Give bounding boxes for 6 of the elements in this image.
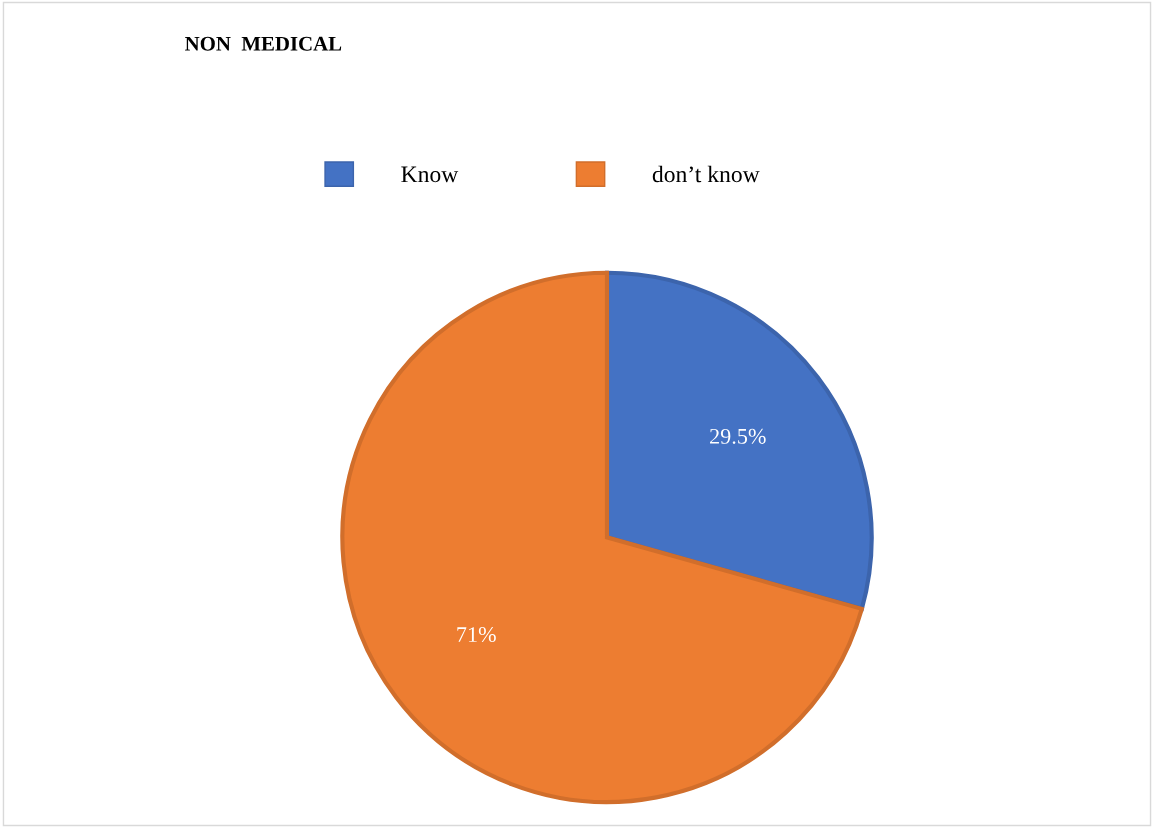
legend-label: don’t know <box>652 165 760 183</box>
pie-slice <box>340 270 864 805</box>
chart-title: NON MEDICAL <box>185 36 342 51</box>
data-label: 29.5% <box>710 428 766 444</box>
legend-label: Know <box>401 166 459 183</box>
data-label: 71% <box>457 627 496 643</box>
